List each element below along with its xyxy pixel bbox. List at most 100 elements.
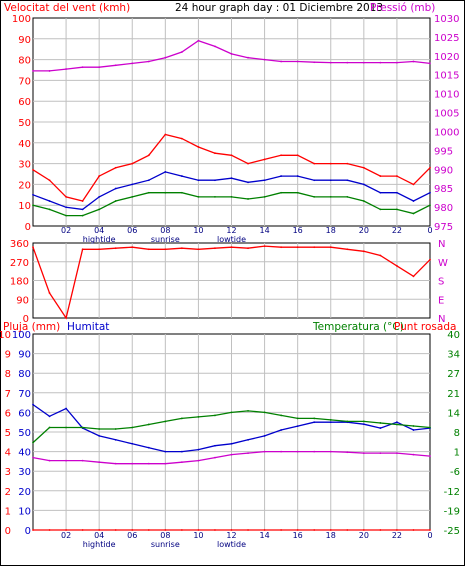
rain-humidity-temp-series-4-point bbox=[329, 529, 332, 531]
wind-pressure-series-2-point bbox=[48, 200, 51, 202]
temperature-tick-label: -19 bbox=[444, 506, 460, 517]
rain-humidity-temp-series-4-point bbox=[280, 529, 283, 531]
rain-humidity-temp-series-2-point bbox=[180, 417, 183, 420]
wind-pressure-series-2-point bbox=[147, 179, 150, 182]
wind-pressure-series-3-point bbox=[329, 195, 332, 198]
x-tick-label: 18 bbox=[326, 531, 336, 540]
rain-humidity-temp-series-2-point bbox=[346, 420, 349, 423]
x-tick-label: 04 bbox=[94, 226, 104, 235]
x-event-marker-label: sunrise bbox=[151, 235, 180, 244]
rain-humidity-temp-series-4-point bbox=[396, 529, 398, 531]
rain-humidity-temp-series-1-point bbox=[263, 435, 266, 437]
rain-humidity-temp-series-3-point bbox=[197, 459, 200, 462]
wind-pressure-series-3-point bbox=[280, 191, 283, 194]
wind-tick-label: 30 bbox=[18, 160, 31, 171]
humidity-tick-label: 60 bbox=[18, 408, 31, 419]
wind-pressure-series-4-point bbox=[429, 62, 431, 65]
rain-humidity-temp-series-4-point bbox=[296, 529, 299, 531]
wind-direction-point bbox=[131, 246, 134, 249]
rain-tick-label: 6 bbox=[5, 408, 11, 419]
rain-humidity-temp-series-1-point bbox=[32, 403, 34, 406]
x-tick-label: 14 bbox=[259, 531, 269, 540]
wind-pressure-series-2-point bbox=[230, 177, 233, 180]
wind-pressure-series-2-point bbox=[329, 179, 332, 182]
wind-tick-label: 100 bbox=[12, 14, 31, 25]
wind-pressure-series-3-point bbox=[131, 195, 134, 198]
wind-pressure-series-1-point bbox=[412, 183, 415, 186]
wind-pressure-series-3-point bbox=[296, 191, 299, 194]
rain-tick-label: 10 bbox=[0, 330, 11, 341]
rain-humidity-temp-series-1-point bbox=[131, 442, 134, 445]
wind-pressure-series-4-point bbox=[180, 51, 183, 53]
wind-pressure-series-3-point bbox=[412, 212, 415, 215]
x-tick-label: 18 bbox=[326, 226, 336, 235]
x-event-marker-label: sunrise bbox=[151, 540, 180, 549]
rain-humidity-temp-series-1-point bbox=[379, 427, 382, 429]
temperature-tick-label: 21 bbox=[447, 389, 460, 400]
rain-humidity-temp-series-3-point bbox=[180, 461, 183, 464]
x-event-marker-label: lowtide bbox=[217, 540, 246, 549]
rain-humidity-temp-series-2-point bbox=[32, 441, 34, 444]
rain-humidity-temp-series-2-point bbox=[131, 426, 134, 429]
wind-direction-point bbox=[263, 245, 266, 248]
wind-pressure-series-1-point bbox=[114, 166, 117, 169]
wind-pressure-series-2-point bbox=[131, 183, 134, 186]
x-tick-label: 22 bbox=[392, 531, 402, 540]
pressure-tick-label: 995 bbox=[434, 146, 453, 157]
wind-pressure-series-4-point bbox=[48, 70, 51, 72]
wind-pressure-series-4-point bbox=[412, 60, 415, 63]
wind-pressure-series-2-point bbox=[346, 179, 349, 182]
humidity-axis-label: Humitat bbox=[67, 321, 109, 333]
rain-humidity-temp-series-2-point bbox=[313, 417, 316, 420]
wind-direction-point bbox=[396, 265, 398, 267]
pressure-tick-label: 975 bbox=[434, 222, 453, 233]
rain-humidity-temp-series-4-point bbox=[114, 529, 117, 531]
rain-humidity-temp-series-1-point bbox=[230, 442, 233, 445]
wind-pressure-series-1-point bbox=[429, 166, 431, 169]
pressure-tick-label: 1015 bbox=[434, 71, 459, 82]
wind-tick-label: 0 bbox=[25, 222, 31, 233]
wind-pressure-series-2-point bbox=[280, 175, 283, 177]
wind-pressure-series-4-point bbox=[214, 45, 216, 48]
wind-direction-point bbox=[214, 247, 216, 250]
wind-tick-label: 40 bbox=[18, 139, 31, 150]
rain-humidity-temp-series-4-point bbox=[164, 529, 167, 531]
wind-pressure-series-4-point bbox=[147, 60, 150, 63]
rain-humidity-temp-series-4-point bbox=[98, 529, 101, 531]
wind-pressure-series-3-point bbox=[98, 208, 101, 211]
rain-humidity-temp-series-4-point bbox=[346, 529, 349, 531]
wind-pressure-series-1-point bbox=[280, 154, 283, 157]
wind-direction-point bbox=[429, 258, 431, 261]
wind-pressure-series-4-point bbox=[346, 61, 349, 64]
x-tick-label: 16 bbox=[293, 226, 303, 235]
wind-tick-label: 70 bbox=[18, 76, 31, 87]
rain-humidity-temp-series-1-point bbox=[98, 435, 101, 437]
rain-humidity-temp-series-4-point bbox=[362, 529, 365, 531]
direction-tick-label: 180 bbox=[10, 277, 29, 288]
wind-pressure-series-2-point bbox=[396, 191, 398, 194]
wind-pressure-series-1-point bbox=[180, 137, 183, 140]
wind-pressure-series-3-point bbox=[164, 191, 167, 194]
wind-direction-point bbox=[329, 246, 332, 249]
rain-humidity-temp-series-1-point bbox=[164, 450, 167, 453]
wind-pressure-series-3-point bbox=[230, 195, 233, 198]
wind-pressure-series-1-point bbox=[396, 175, 398, 177]
rain-humidity-temp-series-3-point bbox=[296, 450, 299, 453]
rain-humidity-temp-series-1-point bbox=[65, 407, 67, 410]
rain-humidity-temp-series-3-point bbox=[32, 456, 34, 459]
temperature-tick-label: 8 bbox=[454, 428, 460, 439]
rain-humidity-temp-series-2-point bbox=[280, 414, 283, 417]
rain-humidity-temp-series-1-point bbox=[296, 425, 299, 428]
rain-humidity-temp-series-3-point bbox=[412, 453, 415, 456]
pressure-tick-label: 980 bbox=[434, 203, 453, 214]
humidity-tick-label: 50 bbox=[18, 428, 31, 439]
wind-pressure-series-1-point bbox=[147, 154, 150, 157]
wind-direction-point bbox=[247, 247, 249, 250]
rain-humidity-temp-series-4-point bbox=[65, 529, 67, 531]
rain-humidity-temp-series-1-point bbox=[214, 444, 216, 447]
wind-tick-label: 10 bbox=[18, 201, 31, 212]
direction-tick-label: 270 bbox=[10, 258, 29, 269]
wind-pressure-series-2-point bbox=[412, 200, 415, 202]
pressure-axis-label: Pressió (mb) bbox=[370, 2, 435, 14]
wind-pressure-series-2-point bbox=[296, 175, 299, 177]
